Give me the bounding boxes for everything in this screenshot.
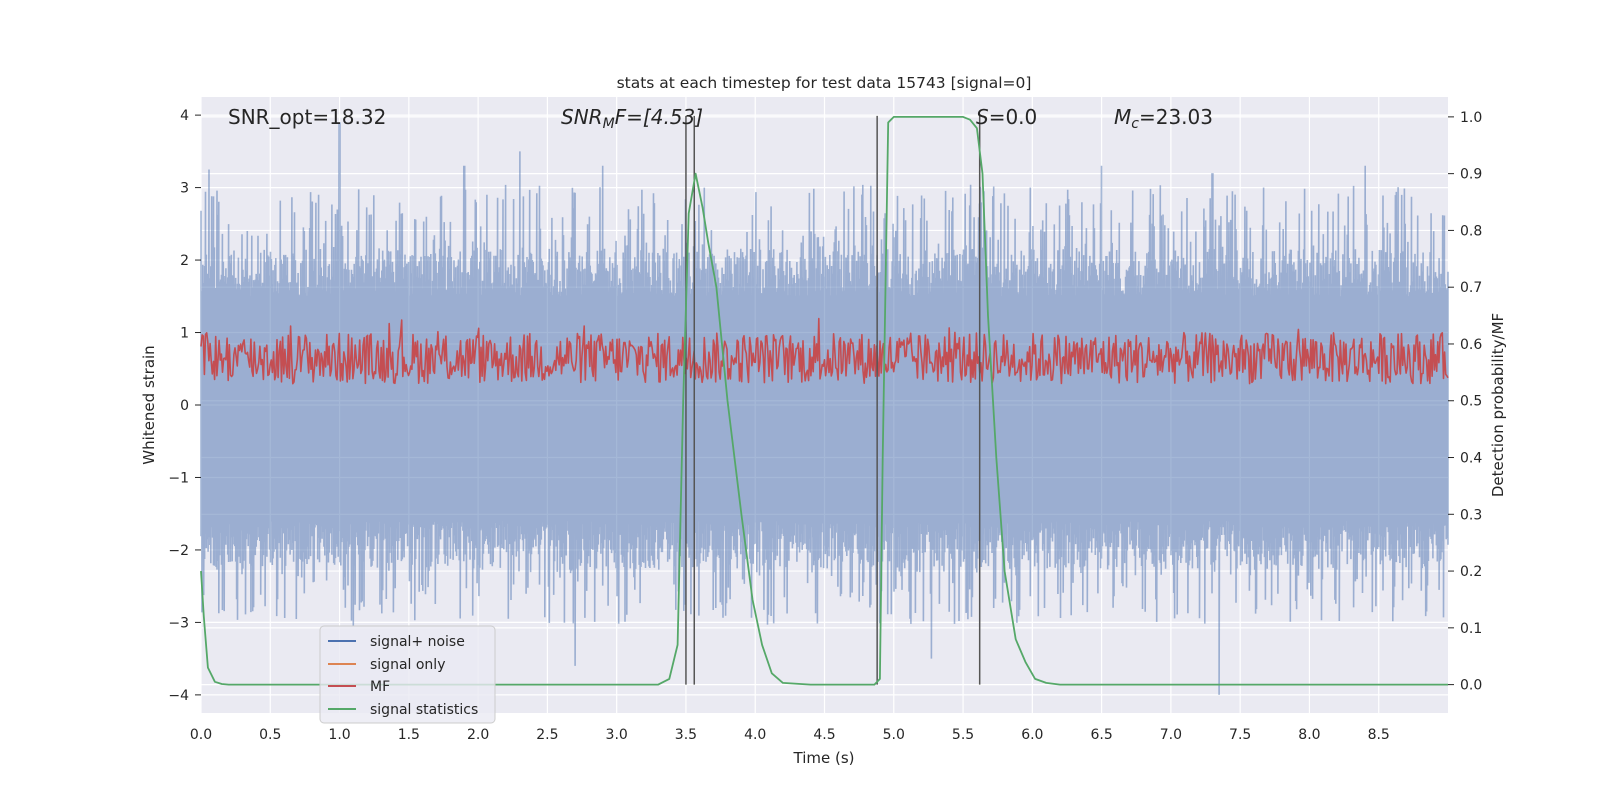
mc-rest: =23.03	[1139, 105, 1213, 129]
mf-series	[200, 317, 1449, 385]
s-main: S	[976, 105, 989, 129]
y-tick-label: −2	[168, 543, 189, 559]
legend: signal+ noise signal only MF signal stat…	[319, 625, 496, 724]
y-tick-label: 3	[180, 181, 189, 197]
legend-label-mf: MF	[370, 679, 390, 695]
y-tick-label: 2	[180, 253, 189, 269]
x-tick-label: 1.0	[328, 727, 350, 743]
snr-mf-annotation: SNRMF=[4.53]	[561, 105, 703, 132]
y-right-tick-label: 0.6	[1460, 337, 1482, 353]
snr-mf-main: SNR	[561, 105, 603, 129]
snr-opt-annotation: SNR_opt=18.32	[228, 105, 386, 129]
x-tick-label: 4.5	[813, 727, 835, 743]
x-tick-label: 7.5	[1229, 727, 1251, 743]
y-right-tick-label: 0.8	[1460, 223, 1482, 239]
signal-noise-series	[200, 122, 1449, 695]
y-tick-label: −1	[168, 470, 189, 486]
snr-mf-rest: F=[4.53]	[615, 105, 703, 129]
x-tick-label: 2.0	[467, 727, 489, 743]
y-tick-label: −4	[168, 688, 189, 704]
x-tick-label: 5.5	[952, 727, 974, 743]
signal-statistics-trace	[200, 116, 1448, 686]
x-tick-label: 6.0	[1021, 727, 1043, 743]
x-axis-label: Time (s)	[793, 749, 855, 767]
legend-frame	[319, 625, 496, 724]
y-tick-label: −3	[168, 615, 189, 631]
y-right-tick-label: 0.4	[1460, 451, 1482, 467]
x-tick-label: 1.5	[398, 727, 420, 743]
x-tick-label: 5.0	[883, 727, 905, 743]
mc-main: M	[1114, 105, 1131, 129]
legend-label-statistics: signal statistics	[370, 702, 478, 718]
mc-annotation: Mc=23.03	[1114, 105, 1213, 132]
snr-mf-sub: M	[603, 116, 615, 132]
mf-trace	[200, 317, 1449, 385]
legend-label-signal-only: signal only	[370, 657, 445, 673]
mc-sub: c	[1131, 116, 1139, 132]
y-right-tick-label: 0.7	[1460, 280, 1482, 296]
axis-ticks: 0.0 0.5 1.0 1.5 2.0 2.5 3.0 3.5 4.0 4.5 5.0 5.5 6.0 6…	[168, 108, 1482, 743]
y-right-tick-label: 0.2	[1460, 564, 1482, 580]
s-annotation: S=0.0	[976, 105, 1037, 129]
noise-trace	[200, 122, 1449, 695]
y-right-tick-label: 0.9	[1460, 167, 1482, 183]
chart-title: stats at each timestep for test data 157…	[617, 74, 1032, 92]
y-right-tick-label: 0.5	[1460, 394, 1482, 410]
x-tick-label: 3.0	[606, 727, 628, 743]
s-rest: =0.0	[989, 105, 1038, 129]
x-tick-label: 3.5	[675, 727, 697, 743]
detection-markers	[685, 115, 981, 685]
y-axis-right-label: Detection probability/MF	[1489, 313, 1507, 497]
y-right-tick-label: 1.0	[1460, 110, 1482, 126]
y-axis-label: Whitened strain	[140, 345, 158, 464]
legend-label-noise: signal+ noise	[370, 634, 465, 650]
y-tick-label: 0	[180, 398, 189, 414]
x-tick-label: 0.5	[259, 727, 281, 743]
y-right-tick-label: 0.0	[1460, 678, 1482, 694]
x-tick-label: 8.5	[1368, 727, 1390, 743]
x-tick-label: 0.0	[190, 727, 212, 743]
x-tick-label: 4.0	[744, 727, 766, 743]
x-tick-label: 8.0	[1298, 727, 1320, 743]
x-tick-label: 6.5	[1090, 727, 1112, 743]
x-tick-label: 7.0	[1160, 727, 1182, 743]
x-tick-label: 2.5	[536, 727, 558, 743]
y-tick-label: 1	[180, 326, 189, 342]
y-tick-label: 4	[180, 108, 189, 124]
y-right-tick-label: 0.3	[1460, 507, 1482, 523]
y-right-tick-label: 0.1	[1460, 621, 1482, 637]
signal-statistics-series	[200, 116, 1448, 686]
